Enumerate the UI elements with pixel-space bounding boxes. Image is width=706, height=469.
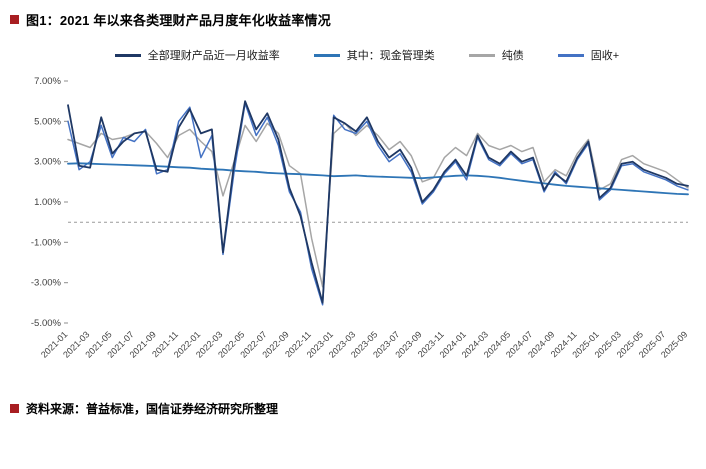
figure-title: 图1：2021 年以来各类理财产品月度年化收益率情况	[26, 13, 331, 28]
series-line-1	[67, 122, 689, 288]
legend-label-fixed-income-plus: 固收+	[590, 50, 620, 62]
legend-line-swatch-all-products	[114, 53, 141, 57]
legend-label-cash-management: 其中：现金管理类	[346, 50, 435, 62]
source-text: 资料来源：普益标准，国信证券经济研究所整理	[26, 402, 279, 416]
source-row: 资料来源：普益标准，国信证券经济研究所整理	[10, 400, 694, 417]
legend-item-fixed-income-plus: 固收+	[557, 47, 620, 63]
y-tick-label: -5.00%	[31, 318, 62, 329]
figure-title-row: 图1：2021 年以来各类理财产品月度年化收益率情况	[10, 10, 694, 29]
legend-item-cash-management: 其中：现金管理类	[313, 47, 435, 63]
legend-line-swatch-fixed-income-plus	[557, 53, 584, 57]
chart-area: 7.00% 5.00% 3.00% 1.00% -1.00% -3.00% -5.00% 20…	[16, 65, 694, 400]
legend-item-pure-bond: 纯债	[468, 47, 524, 63]
chart-legend: 全部理财产品近一月收益率 其中：现金管理类 纯债 固收+	[40, 47, 694, 63]
line-chart: 7.00% 5.00% 3.00% 1.00% -1.00% -3.00% -5.00%20…	[31, 76, 690, 360]
report-figure-panel: 图1：2021 年以来各类理财产品月度年化收益率情况 全部理财产品近一月收益率 …	[10, 10, 694, 417]
y-tick-label: -3.00%	[31, 278, 62, 289]
x-axis: 2021-012021-032021-052021-072021-092021-…	[39, 329, 689, 359]
legend-item-all-products: 全部理财产品近一月收益率	[114, 47, 280, 63]
legend-line-swatch-cash-management	[313, 53, 340, 57]
series-line-3	[67, 162, 689, 196]
series-line-4	[67, 100, 689, 304]
legend-label-pure-bond: 纯债	[501, 50, 524, 62]
y-tick-label: 5.00%	[34, 116, 61, 127]
y-tick-label: 7.00%	[34, 76, 61, 87]
legend-label-all-products: 全部理财产品近一月收益率	[147, 50, 280, 62]
y-tick-label: 3.00%	[34, 157, 61, 168]
y-axis: 7.00% 5.00% 3.00% 1.00% -1.00% -3.00% -5.00%	[31, 76, 68, 329]
legend-line-swatch-pure-bond	[468, 53, 495, 57]
y-tick-label: 1.00%	[34, 197, 61, 208]
title-bullet-square-icon	[10, 15, 19, 24]
series-line-2	[67, 102, 689, 306]
source-bullet-square-icon	[10, 404, 19, 413]
y-tick-label: -1.00%	[31, 237, 62, 248]
